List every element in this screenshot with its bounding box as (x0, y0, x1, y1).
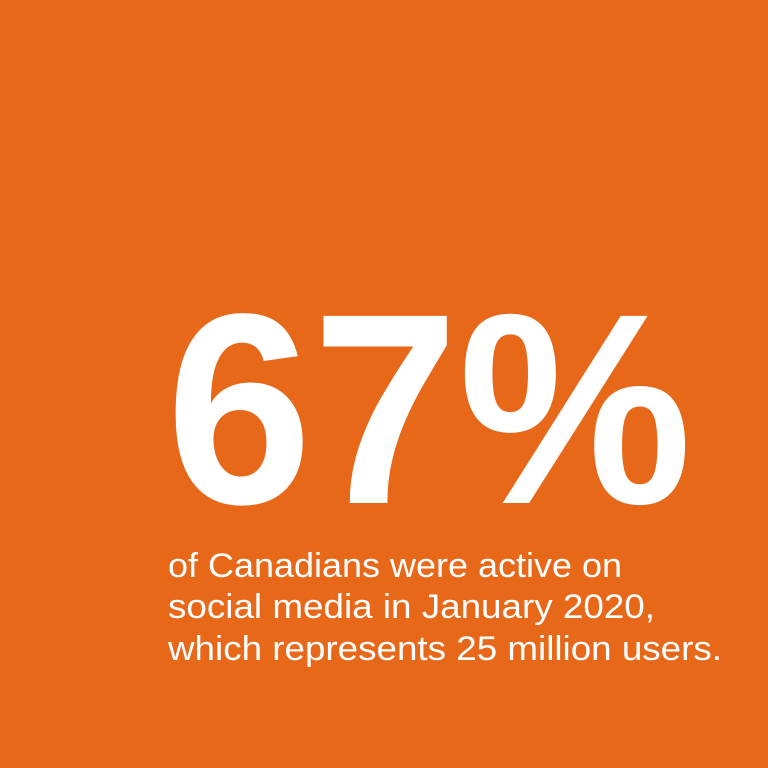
stat-figure: 67% (166, 257, 692, 561)
caption-line: which represents 25 million users. (167, 630, 722, 668)
caption-line: of Canadians were active on (168, 547, 622, 585)
caption-line: social media in January 2020, (168, 588, 655, 626)
